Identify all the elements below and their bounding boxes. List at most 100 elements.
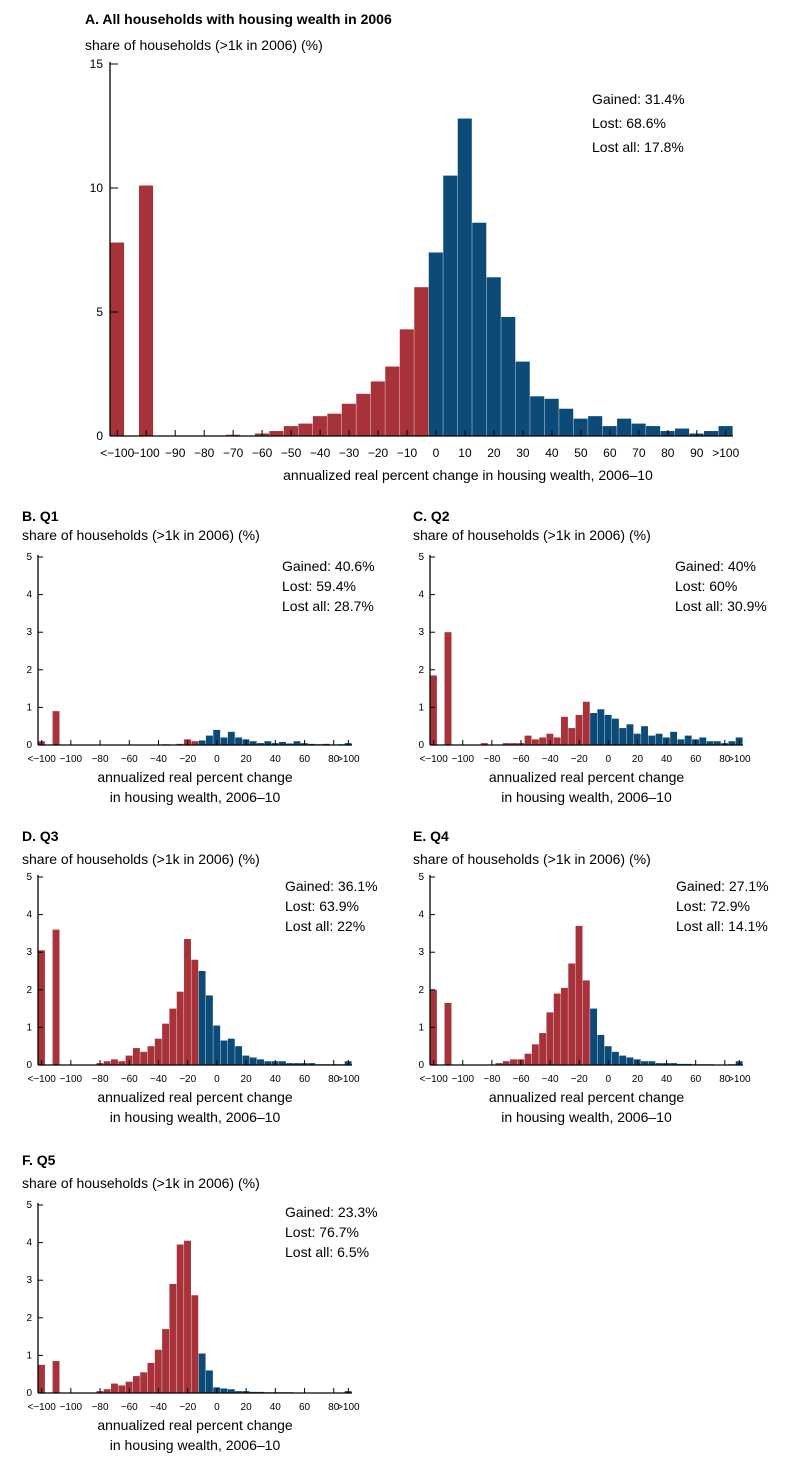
bar bbox=[269, 431, 284, 436]
chart-title: E. Q4 bbox=[413, 828, 449, 844]
annotation: Lost: 68.6% bbox=[592, 115, 666, 131]
bar bbox=[559, 408, 574, 436]
x-tick-label: −100 bbox=[60, 1402, 83, 1413]
bar bbox=[293, 741, 301, 745]
x-tick-label: <−100 bbox=[419, 754, 448, 765]
bar bbox=[588, 416, 603, 436]
x-tick-label: >100 bbox=[712, 446, 739, 460]
bar bbox=[531, 739, 539, 745]
y-tick-label: 3 bbox=[418, 947, 424, 958]
bar bbox=[198, 1353, 206, 1393]
x-tick-label: −60 bbox=[252, 446, 273, 460]
bar bbox=[501, 316, 516, 436]
bar bbox=[684, 735, 692, 745]
x-tick-label: >100 bbox=[337, 1402, 360, 1413]
bar bbox=[597, 709, 605, 745]
bar bbox=[118, 1385, 126, 1393]
bar bbox=[472, 222, 487, 436]
bar bbox=[510, 1059, 517, 1065]
bar bbox=[414, 287, 429, 436]
x-tick-label: −20 bbox=[179, 754, 196, 765]
x-axis-label: in housing wealth, 2006–10 bbox=[110, 1109, 281, 1125]
bar bbox=[430, 675, 437, 745]
annotation: Lost all: 22% bbox=[285, 918, 365, 934]
chart-title: D. Q3 bbox=[22, 828, 59, 844]
bar bbox=[162, 1329, 170, 1393]
x-tick-label: −80 bbox=[92, 1402, 109, 1413]
bar bbox=[546, 1012, 554, 1065]
x-tick-label: <−100 bbox=[419, 1074, 448, 1085]
bar bbox=[257, 1059, 264, 1065]
x-axis-label: annualized real percent change bbox=[97, 769, 293, 785]
bar bbox=[132, 1048, 140, 1065]
x-tick-label: 40 bbox=[270, 1402, 282, 1413]
x-tick-label: −60 bbox=[513, 1074, 530, 1085]
bar bbox=[575, 925, 583, 1065]
y-tick-label: 15 bbox=[90, 57, 104, 71]
x-tick-label: 0 bbox=[214, 1074, 220, 1085]
x-tick-label: 80 bbox=[328, 1402, 340, 1413]
bar bbox=[706, 741, 714, 745]
bar bbox=[611, 718, 619, 745]
y-tick-label: 0 bbox=[26, 1060, 32, 1071]
x-tick-label: −40 bbox=[150, 754, 167, 765]
y-tick-label: 4 bbox=[26, 590, 32, 601]
x-tick-label: <−100 bbox=[100, 446, 134, 460]
bar bbox=[444, 1002, 452, 1065]
x-tick-label: 10 bbox=[458, 446, 472, 460]
y-tick-label: 5 bbox=[418, 552, 424, 563]
bar bbox=[480, 743, 488, 745]
x-tick-label: −40 bbox=[542, 1074, 559, 1085]
bar bbox=[631, 423, 646, 436]
bar bbox=[111, 1059, 118, 1065]
bar bbox=[140, 1372, 148, 1393]
bar bbox=[573, 418, 588, 436]
bar bbox=[198, 740, 206, 745]
bar bbox=[370, 381, 385, 436]
bar bbox=[502, 743, 510, 745]
x-tick-label: 0 bbox=[433, 446, 440, 460]
x-tick-label: −20 bbox=[179, 1402, 196, 1413]
annotation: Lost all: 17.8% bbox=[592, 139, 684, 155]
x-tick-label: >100 bbox=[337, 754, 360, 765]
x-tick-label: −40 bbox=[542, 754, 559, 765]
bar bbox=[227, 1038, 235, 1065]
bar bbox=[399, 329, 414, 436]
bar bbox=[457, 118, 472, 436]
x-tick-label: 80 bbox=[719, 754, 731, 765]
bar bbox=[176, 1244, 184, 1393]
bar bbox=[103, 1389, 111, 1393]
bar bbox=[648, 1061, 656, 1065]
x-tick-label: >100 bbox=[728, 1074, 751, 1085]
bar bbox=[227, 731, 235, 745]
x-tick-label: 20 bbox=[632, 754, 644, 765]
x-tick-label: −60 bbox=[121, 1402, 138, 1413]
bar bbox=[670, 731, 678, 745]
bar bbox=[205, 1370, 213, 1393]
bar bbox=[249, 741, 257, 745]
x-tick-label: −40 bbox=[150, 1402, 167, 1413]
bar bbox=[278, 1061, 286, 1065]
y-tick-label: 0 bbox=[26, 1388, 32, 1399]
y-axis-label: share of households (>1k in 2006) (%) bbox=[413, 851, 651, 867]
y-tick-label: 3 bbox=[418, 627, 424, 638]
bar bbox=[582, 980, 590, 1065]
annotation: Gained: 23.3% bbox=[285, 1204, 378, 1220]
x-axis-label: in housing wealth, 2006–10 bbox=[501, 1109, 672, 1125]
x-tick-label: 70 bbox=[632, 446, 646, 460]
y-tick-label: 1 bbox=[418, 702, 424, 713]
bar bbox=[191, 741, 199, 745]
bar bbox=[604, 1046, 612, 1065]
bar bbox=[655, 1063, 663, 1065]
x-tick-label: 20 bbox=[241, 754, 253, 765]
bar bbox=[312, 416, 327, 436]
y-axis-label: share of households (>1k in 2006) (%) bbox=[22, 527, 260, 543]
x-tick-label: 80 bbox=[661, 446, 675, 460]
x-tick-label: 40 bbox=[270, 754, 282, 765]
x-tick-label: −80 bbox=[483, 1074, 500, 1085]
x-tick-label: <−100 bbox=[27, 754, 56, 765]
bar bbox=[582, 701, 590, 745]
y-tick-label: 4 bbox=[26, 910, 32, 921]
x-axis-label: annualized real percent change bbox=[97, 1089, 293, 1105]
y-tick-label: 3 bbox=[26, 1275, 32, 1286]
